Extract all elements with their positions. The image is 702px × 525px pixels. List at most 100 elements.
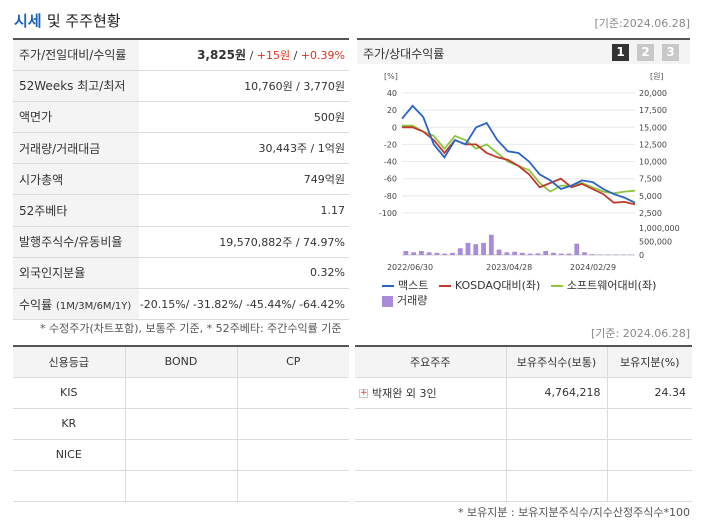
table-row: 액면가 500원 (13, 101, 349, 134)
legend-label: KOSDAQ대비(좌) (454, 279, 541, 292)
legend-item-volume: 거래량 (382, 292, 427, 308)
holder-pct (606, 469, 692, 502)
volume-bar (403, 250, 409, 255)
left-tick-label: -20 (384, 140, 397, 149)
volume-bar (411, 252, 417, 255)
left-tick-label: 0 (392, 123, 397, 132)
col-header: CP (236, 345, 349, 378)
holder-shares (505, 469, 608, 502)
return-periods: (1M/3M/6M/1Y) (55, 300, 132, 312)
right-tick-label: 5,000 (639, 192, 662, 201)
volume-bar (582, 252, 587, 255)
table-header: 신용등급 BOND CP (13, 345, 349, 378)
volume-bar (442, 253, 448, 255)
agency-cell (13, 469, 126, 502)
table-row (355, 438, 692, 471)
volume-bar (527, 253, 533, 255)
chart-tab-1[interactable]: 1 (612, 44, 629, 61)
right-unit: [원] (650, 72, 664, 81)
volume-bar (465, 242, 471, 255)
agency-cell: KIS (13, 376, 126, 409)
credit-base-date: [기준: 2024.06.28] (590, 327, 690, 340)
volume-bar (457, 248, 463, 255)
bond-cell (124, 407, 238, 440)
chart-grid (402, 92, 635, 256)
series-line-3 (402, 124, 636, 195)
separator: / (290, 49, 301, 63)
shareholder-table: 주요주주 보유주식수(보통) 보유지분(%) + 박재완 외 3인 4,764,2… (355, 345, 692, 502)
expand-icon[interactable]: + (359, 388, 368, 398)
holder-name[interactable]: 박재완 외 3인 (372, 386, 437, 400)
row-label: 외국인지분율 (13, 257, 139, 290)
title-main: 시세 (14, 12, 42, 30)
credit-table: 신용등급 BOND CP KIS KR NICE (13, 345, 349, 502)
legend-item-s1: 맥스트 (382, 279, 428, 292)
volume-bar (589, 254, 595, 255)
price-label: 주가/전일대비/수익률 (13, 37, 139, 71)
chart-title: 주가/상대수익률 (363, 47, 445, 61)
price-chart: [%] [원] 40 20 0 -20 -40 -60 -80 -100 20,000 17,5… (379, 72, 680, 272)
chart-header (357, 40, 690, 64)
volume-bar (504, 252, 510, 255)
volume-bar (605, 254, 611, 255)
volume-bar (419, 250, 424, 255)
row-label: 수익률 (1M/3M/6M/1Y) (13, 288, 139, 321)
right-tick-label: 2,500 (639, 209, 662, 218)
col-header: 주요주주 (355, 345, 507, 378)
holder-shares: 4,764,218 (505, 376, 608, 409)
legend-label: 맥스트 (398, 279, 429, 292)
holder-name-cell (355, 407, 507, 440)
row-label: 액면가 (13, 101, 139, 134)
title-sub: 및 주주현황 (46, 12, 121, 30)
legend-swatch (438, 285, 451, 287)
x-tick-label: 2023/04/28 (486, 263, 532, 272)
separator: / (246, 49, 257, 63)
volume-bar (597, 254, 603, 255)
holder-shares (505, 407, 608, 440)
return-label: 수익률 (19, 297, 53, 312)
legend-label: 소프트웨어대비(좌) (566, 279, 657, 292)
table-row (13, 469, 349, 502)
row-value: 749억원 (139, 163, 349, 196)
chart-tab-3[interactable]: 3 (662, 44, 679, 61)
page-title: 시세 및 주주현황 (14, 10, 121, 31)
table-row: NICE (13, 438, 349, 471)
left-unit: [%] (384, 72, 398, 81)
chart-panel (357, 38, 690, 313)
volume-bar (566, 253, 572, 255)
cp-cell (236, 469, 349, 502)
volume-bar (558, 253, 564, 255)
price-table: 주가/전일대비/수익률 3,825원 / +15원 / +0.39% 52Wee… (13, 37, 349, 321)
volume-bar (613, 254, 618, 255)
legend-swatch (550, 285, 563, 287)
chart-tab-2[interactable]: 2 (637, 44, 654, 61)
holder-pct (606, 438, 692, 471)
right-tick-label: 12,500 (639, 140, 667, 149)
table-row: 발행주식수/유동비율 19,570,882주 / 74.97% (13, 226, 349, 258)
bond-cell (124, 469, 238, 502)
left-tick-label: 40 (387, 89, 397, 98)
holder-name-cell: + 박재완 외 3인 (355, 376, 507, 409)
row-value: 0.32% (139, 257, 349, 290)
volume-bar (488, 234, 494, 255)
volume-bar (473, 244, 479, 255)
agency-cell: NICE (13, 438, 126, 471)
price-change-pct: +0.39% (300, 49, 345, 63)
col-header: 보유주식수(보통) (505, 345, 608, 378)
table-row: KR (13, 407, 349, 440)
volume-tick-label: 1,000,000 (639, 224, 680, 233)
table-row: 외국인지분율 0.32% (13, 257, 349, 290)
table-header: 주요주주 보유주식수(보통) 보유지분(%) (355, 345, 692, 378)
table-row: + 박재완 외 3인 4,764,218 24.34 (355, 376, 692, 409)
volume-bar (481, 242, 486, 255)
series-line-2 (402, 126, 636, 206)
holder-pct (606, 407, 692, 440)
left-tick-label: -40 (384, 158, 397, 167)
holders-footnote: * 보유지분 : 보유지분주식수/지수산정주식수*100 (457, 506, 690, 519)
volume-bar (574, 243, 580, 255)
volume-tick-label: 0 (639, 251, 644, 260)
volume-bar (535, 253, 541, 255)
series-line-1 (401, 104, 636, 204)
legend-item-s3: 소프트웨어대비(좌) (550, 279, 657, 292)
price-footnote: * 수정주가(차트포함), 보통주 기준, * 52주베타: 주간수익률 기준 (40, 322, 342, 335)
